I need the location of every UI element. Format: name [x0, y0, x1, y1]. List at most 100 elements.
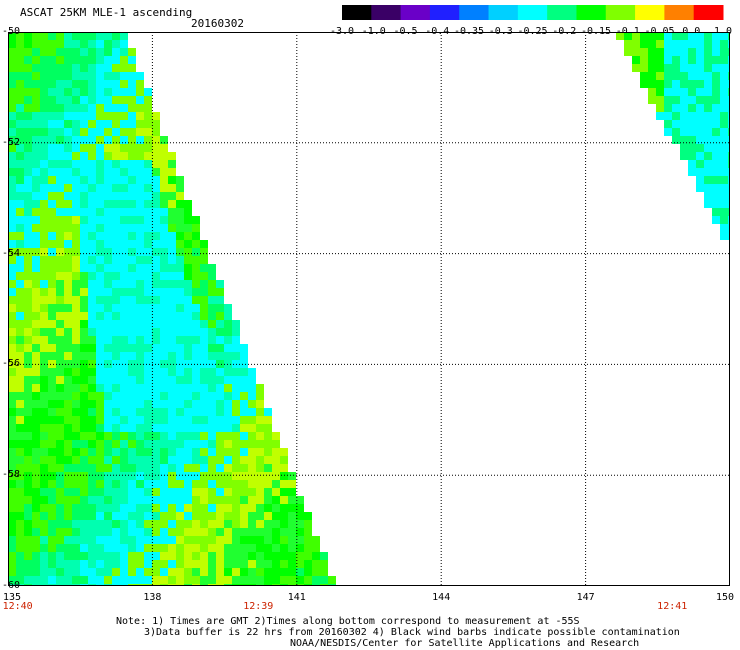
swath-cell [232, 488, 240, 496]
swath-cell [40, 368, 48, 376]
swath-cell [248, 400, 256, 408]
swath-cell [184, 432, 192, 440]
swath-cell [160, 384, 168, 392]
swath-cell [32, 440, 40, 448]
swath-cell [176, 280, 184, 288]
swath-cell [8, 136, 16, 144]
swath-cell [176, 448, 184, 456]
swath-cell [48, 576, 56, 584]
swath-cell [8, 32, 16, 40]
swath-cell [256, 512, 264, 520]
swath-cell [136, 448, 144, 456]
swath-cell [80, 80, 88, 88]
swath-cell [152, 128, 160, 136]
swath-cell [256, 400, 264, 408]
swath-cell [216, 448, 224, 456]
swath-cell [664, 32, 672, 40]
swath-cell [32, 416, 40, 424]
swath-cell [104, 88, 112, 96]
swath-cell [64, 528, 72, 536]
swath-cell [120, 328, 128, 336]
swath-cell [200, 520, 208, 528]
swath-cell [144, 240, 152, 248]
swath-cell [160, 336, 168, 344]
swath-cell [112, 408, 120, 416]
swath-cell [48, 440, 56, 448]
swath-cell [208, 344, 216, 352]
swath-cell [192, 256, 200, 264]
swath-cell [704, 160, 712, 168]
swath-cell [200, 400, 208, 408]
swath-cell [720, 128, 728, 136]
swath-cell [88, 376, 96, 384]
swath-cell [648, 56, 656, 64]
swath-cell [24, 240, 32, 248]
swath-cell [32, 224, 40, 232]
swath-cell [128, 120, 136, 128]
swath-cell [128, 408, 136, 416]
swath-cell [16, 512, 24, 520]
swath-cell [96, 360, 104, 368]
swath-cell [56, 320, 64, 328]
swath-cell [120, 264, 128, 272]
swath-cell [96, 176, 104, 184]
swath-cell [40, 448, 48, 456]
map-plot [8, 32, 730, 586]
swath-cell [112, 232, 120, 240]
swath-cell [72, 552, 80, 560]
swath-cell [48, 408, 56, 416]
swath-cell [160, 184, 168, 192]
swath-cell [24, 424, 32, 432]
swath-cell [32, 200, 40, 208]
swath-cell [144, 152, 152, 160]
swath-cell [80, 400, 88, 408]
swath-cell [232, 408, 240, 416]
swath-cell [184, 376, 192, 384]
swath-cell [200, 472, 208, 480]
swath-cell [32, 528, 40, 536]
swath-cell [40, 72, 48, 80]
swath-cell [224, 560, 232, 568]
swath-cell [184, 544, 192, 552]
swath-cell [152, 232, 160, 240]
swath-cell [64, 408, 72, 416]
swath-cell [208, 264, 216, 272]
swath-cell [224, 568, 232, 576]
swath-cell [72, 496, 80, 504]
swath-cell [16, 264, 24, 272]
swath-cell [192, 232, 200, 240]
swath-cell [184, 256, 192, 264]
swath-cell [672, 32, 680, 40]
swath-cell [80, 336, 88, 344]
swath-cell [224, 504, 232, 512]
swath-cell [8, 408, 16, 416]
swath-cell [240, 568, 248, 576]
swath-cell [648, 88, 656, 96]
swath-cell [24, 320, 32, 328]
swath-cell [144, 512, 152, 520]
swath-cell [64, 576, 72, 584]
swath-cell [232, 544, 240, 552]
swath-cell [280, 528, 288, 536]
swath-cell [120, 512, 128, 520]
swath-cell [112, 400, 120, 408]
swath-cell [640, 32, 648, 40]
swath-cell [184, 568, 192, 576]
swath-cell [104, 376, 112, 384]
swath-cell [96, 496, 104, 504]
swath-cell [144, 368, 152, 376]
swath-cell [656, 48, 664, 56]
swath-cell [264, 520, 272, 528]
swath-cell [152, 240, 160, 248]
swath-cell [136, 352, 144, 360]
swath-cell [96, 144, 104, 152]
swath-cell [160, 440, 168, 448]
swath-cell [72, 400, 80, 408]
swath-cell [136, 152, 144, 160]
swath-cell [168, 360, 176, 368]
swath-cell [8, 80, 16, 88]
swath-cell [112, 288, 120, 296]
swath-cell [112, 112, 120, 120]
swath-cell [160, 576, 168, 584]
swath-cell [8, 296, 16, 304]
